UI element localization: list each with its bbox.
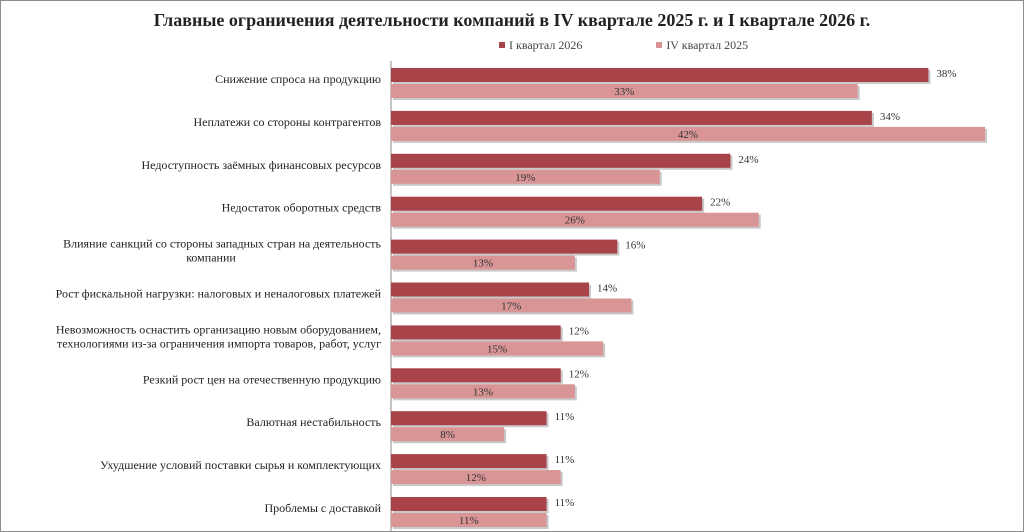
data-label-series-1: 14%: [597, 283, 617, 295]
data-label-series-2: 42%: [678, 129, 698, 141]
category-label: Валютная нестабильность: [246, 415, 381, 429]
bar-series-2: [391, 255, 575, 270]
bar-series-1: [391, 282, 589, 297]
data-label-series-2: 12%: [466, 472, 486, 484]
bar-series-2: [391, 470, 561, 485]
category-label: Недостаток оборотных средств: [222, 201, 382, 215]
data-label-series-2: 19%: [515, 172, 535, 184]
legend-item-series-1: I квартал 2026: [499, 38, 582, 53]
data-label-series-1: 38%: [936, 68, 956, 80]
category-label: Ухудшение условий поставки сырья и компл…: [100, 458, 381, 472]
bar-series-2: [391, 341, 604, 356]
category-label: Рост фискальной нагрузки: налоговых и не…: [56, 287, 382, 301]
bar-series-1: [391, 411, 547, 426]
legend-swatch-series-1: [499, 42, 505, 48]
category-label: Неплатежи со стороны контрагентов: [193, 115, 381, 129]
bar-series-1: [391, 196, 703, 211]
bar-series-1: [391, 497, 547, 511]
bar-series-1: [391, 239, 618, 254]
data-label-series-1: 11%: [555, 454, 575, 466]
bar-series-2: [391, 427, 505, 442]
bar-series-2: [391, 298, 632, 313]
data-label-series-2: 11%: [459, 515, 479, 527]
bar-series-1: [391, 368, 561, 383]
data-label-series-2: 26%: [565, 215, 585, 227]
bar-series-2: [391, 126, 985, 141]
data-label-series-2: 17%: [501, 301, 521, 313]
legend-label-series-1: I квартал 2026: [509, 37, 583, 52]
bar-series-1: [391, 325, 561, 340]
data-label-series-1: 16%: [625, 240, 645, 252]
bar-series-1: [391, 68, 929, 82]
category-label: Недоступность заёмных финансовых ресурсо…: [141, 158, 381, 172]
bar-series-2: [391, 212, 759, 227]
chart-title: Главные ограничения деятельности компани…: [153, 10, 871, 30]
category-label: Невозможность оснастить организацию новы…: [56, 322, 381, 350]
bar-series-2: [391, 169, 660, 184]
data-label-series-1: 24%: [738, 154, 758, 166]
data-label-series-2: 13%: [473, 258, 493, 270]
category-label: Снижение спроса на продукцию: [215, 72, 381, 86]
bar-series-1: [391, 454, 547, 469]
data-label-series-1: 34%: [880, 111, 900, 123]
bar-series-2: [391, 84, 858, 98]
bar-series-2: [391, 513, 547, 527]
bar-series-1: [391, 110, 872, 125]
legend-item-series-2: IV квартал 2025: [656, 38, 748, 53]
data-label-series-1: 12%: [569, 368, 589, 380]
data-label-series-1: 12%: [569, 325, 589, 337]
data-label-series-2: 13%: [473, 386, 493, 398]
data-label-series-2: 33%: [614, 86, 634, 98]
data-label-series-1: 11%: [555, 497, 575, 509]
data-label-series-2: 8%: [440, 429, 455, 441]
bar-series-2: [391, 384, 575, 399]
bar-series-1: [391, 153, 731, 168]
data-label-series-1: 11%: [555, 411, 575, 423]
legend-swatch-series-2: [656, 42, 663, 48]
category-label: Резкий рост цен на отечественную продукц…: [143, 372, 381, 386]
category-label: Влияние санкций со стороны западных стра…: [63, 237, 381, 265]
data-label-series-2: 15%: [487, 343, 507, 355]
legend-label-series-2: IV квартал 2025: [666, 37, 749, 52]
data-label-series-1: 22%: [710, 197, 730, 209]
chart-legend: I квартал 2026 IV квартал 2025: [499, 37, 822, 53]
category-label: Проблемы с доставкой: [264, 501, 381, 515]
